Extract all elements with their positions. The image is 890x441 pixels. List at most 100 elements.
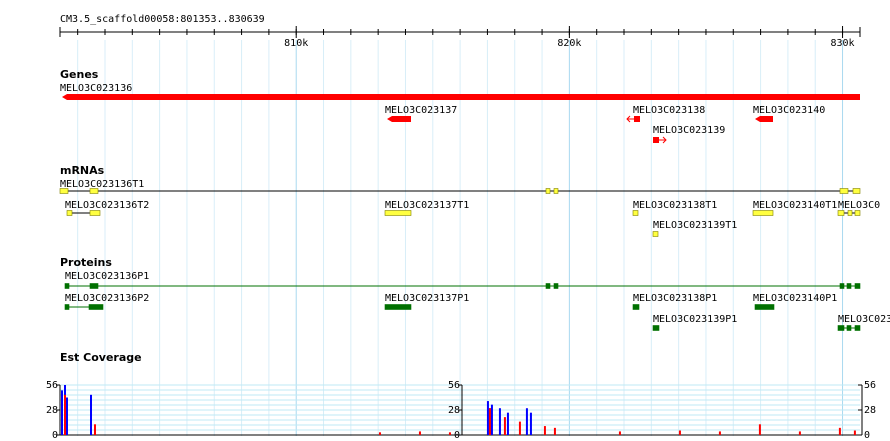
coverage-bar [758,424,761,435]
y-tick-label: 56 [448,380,460,391]
exon [847,210,853,216]
coverage-bar [498,408,501,435]
cds [553,283,559,289]
coverage-bar [448,432,451,435]
cds [854,283,861,289]
exon [66,210,73,216]
coverage-bar [553,427,556,435]
feature-label: MELO3C023136P1 [65,271,149,282]
exon [89,210,101,216]
feature-label: MELO3C023138 [633,105,705,116]
feature-label: MELO3C023136 [60,83,132,94]
ruler-label: 810k [284,38,308,49]
cds [846,325,852,331]
y-tick-label: 28 [448,405,460,416]
cds [839,283,845,289]
cds [846,283,852,289]
feature-label: MELO3C023 [838,314,890,325]
gene [653,137,659,143]
y-tick-label: 56 [864,380,876,391]
cds [64,283,70,289]
coverage-bar [529,412,532,435]
coverage-bar [490,404,493,435]
exon [854,210,861,216]
track-title: Proteins [60,256,112,269]
cds [545,283,551,289]
coverage-bar [853,430,856,435]
coverage-bar [503,417,506,435]
cds [854,325,861,331]
y-tick-label: 56 [46,380,58,391]
exon [384,210,412,216]
coverage-bar [678,430,681,435]
exon [837,210,845,216]
cds [89,283,99,289]
feature-label: MELO3C023137P1 [385,293,469,304]
cds [837,325,845,331]
y-tick-label: 0 [864,430,870,441]
coverage-bar [60,390,63,435]
coverage-bar [518,421,521,435]
coverage-bar [65,397,68,435]
gene [634,116,640,122]
exon [59,188,69,194]
coverage-bar [798,431,801,435]
exon [652,231,659,237]
feature-label: MELO3C023137 [385,105,457,116]
feature-label: MELO3C023139T1 [653,220,737,231]
feature-label: MELO3C023139 [653,125,725,136]
coverage-bar [543,426,546,435]
coverage-bar [378,432,381,435]
gene [62,94,860,100]
feature-label: MELO3C023136P2 [65,293,149,304]
coverage-bar [838,427,841,435]
coverage-bar [506,412,509,435]
coverage-bar [488,408,491,435]
gene [387,116,411,122]
coverage-bar [63,394,66,435]
ruler-label: 830k [830,38,854,49]
exon [839,188,849,194]
feature-label: MELO3C023140P1 [753,293,837,304]
feature-label: MELO3C023136T2 [65,200,149,211]
coverage-bar [93,424,96,435]
ruler-label: 820k [557,38,581,49]
coverage-bar [718,431,721,435]
feature-label: MELO3C0 [838,200,880,211]
coverage-bar [486,401,489,435]
exon [545,188,551,194]
feature-label: MELO3C023139P1 [653,314,737,325]
feature-label: MELO3C023140 [753,105,825,116]
exon [632,210,639,216]
track-title: Genes [60,68,99,81]
feature-label: MELO3C023136T1 [60,179,144,190]
coverage-bar [90,394,93,435]
feature-label: MELO3C023138T1 [633,200,717,211]
y-tick-label: 28 [46,405,58,416]
track-title: Est Coverage [60,351,142,364]
coverage-bar [418,431,421,435]
layer: 810k 820k 830k MELO3C023136 MELO3C023137 MELO… [46,26,890,441]
cds [384,304,412,310]
exon [89,188,99,194]
y-tick-label: 0 [52,430,58,441]
cds [88,304,104,310]
coverage-bar [618,431,621,435]
exon [752,210,774,216]
gene [755,116,773,122]
cds [632,304,640,310]
y-tick-label: 28 [864,405,876,416]
exon [553,188,559,194]
track-title: mRNAs [60,164,105,177]
feature-label: MELO3C023137T1 [385,200,469,211]
feature-label: MELO3C023140T1 [753,200,837,211]
gene-arrow [626,115,631,123]
ruler-title: CM3.5_scaffold00058:801353..830639 [60,14,265,25]
exon [852,188,861,194]
cds [652,325,660,331]
cds [64,304,70,310]
feature-label: MELO3C023138P1 [633,293,717,304]
coverage-bar [525,408,528,435]
